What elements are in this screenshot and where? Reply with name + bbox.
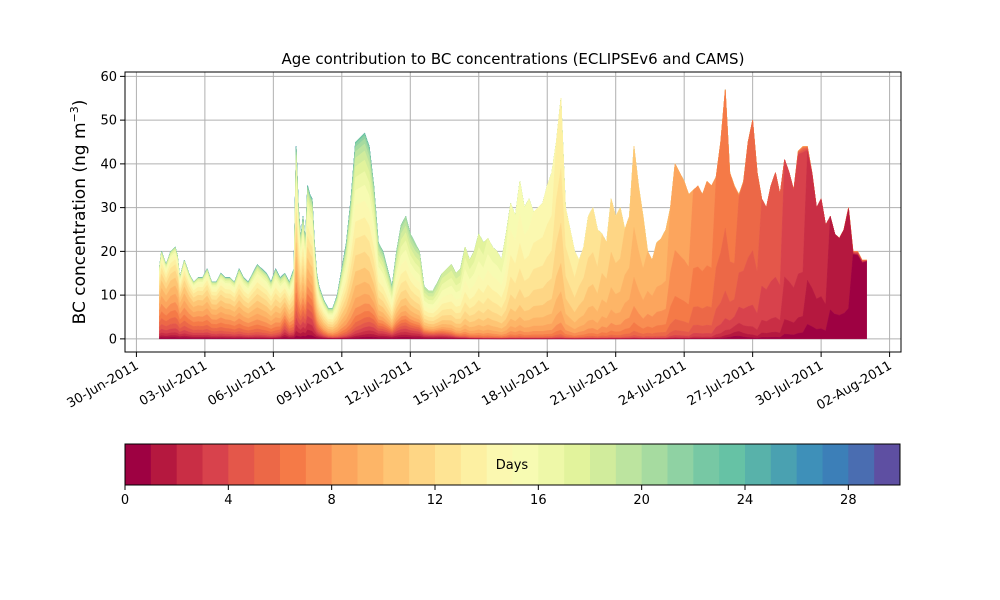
colorbar-swatch-7-8 bbox=[305, 444, 333, 485]
y-axis-label-superscript: −3 bbox=[68, 106, 81, 122]
colorbar-swatch-11-12 bbox=[409, 444, 436, 485]
colorbar-tick-label: 8 bbox=[328, 493, 336, 508]
colorbar-frame bbox=[124, 443, 901, 486]
colorbar-swatch-8-9 bbox=[331, 444, 358, 485]
age-band-0-1 bbox=[159, 254, 867, 340]
colorbar-swatch-15-16 bbox=[512, 444, 539, 485]
colorbar-swatch-13-14 bbox=[460, 444, 488, 485]
colorbar-swatch-12-13 bbox=[435, 444, 462, 485]
colorbar-ticks: 0 4 8 12 16 20 24 28 bbox=[121, 485, 857, 508]
colorbar-tick-label: 28 bbox=[840, 493, 857, 508]
colorbar-swatch-16-17 bbox=[538, 444, 565, 485]
colorbar-swatch-26-27 bbox=[796, 444, 823, 485]
colorbar-swatch-17-18 bbox=[564, 444, 591, 485]
x-tick-label: 21-Jul-2011 bbox=[548, 358, 621, 409]
colorbar-swatch-10-11 bbox=[383, 444, 410, 485]
colorbar-swatch-9-10 bbox=[357, 444, 384, 485]
colorbar-tick-label: 24 bbox=[737, 493, 754, 508]
colorbar-swatch-0-1 bbox=[125, 444, 152, 485]
y-tick-label: 20 bbox=[100, 245, 117, 260]
colorbar-swatch-20-21 bbox=[641, 444, 668, 485]
x-tick-label: 06-Jul-2011 bbox=[206, 358, 279, 409]
x-axis-ticks: 30-Jun-201103-Jul-201106-Jul-201109-Jul-… bbox=[65, 352, 895, 414]
x-tick-label: 15-Jul-2011 bbox=[411, 358, 484, 409]
colorbar-tick-label: 12 bbox=[427, 493, 444, 508]
colorbar-swatch-21-22 bbox=[667, 444, 694, 485]
y-axis-label-close: ) bbox=[70, 100, 90, 107]
x-tick-label: 27-Jul-2011 bbox=[685, 358, 758, 409]
colorbar-swatch-18-19 bbox=[590, 444, 617, 485]
y-tick-label: 50 bbox=[100, 114, 117, 129]
y-axis-ticks: 0 10 20 30 40 50 60 bbox=[100, 70, 125, 347]
colorbar-swatch-3-4 bbox=[202, 444, 229, 485]
colorbar-tick-label: 20 bbox=[633, 493, 650, 508]
y-tick-label: 60 bbox=[100, 70, 117, 85]
colorbar-swatch-22-23 bbox=[693, 444, 720, 485]
x-tick-label: 18-Jul-2011 bbox=[479, 358, 552, 409]
colorbar-swatch-14-15 bbox=[486, 444, 513, 485]
y-tick-label: 0 bbox=[109, 332, 117, 347]
colorbar-swatch-28-29 bbox=[848, 444, 875, 485]
colorbar-tick-label: 4 bbox=[224, 493, 232, 508]
colorbar-swatch-24-25 bbox=[745, 444, 772, 485]
y-axis-label: BC concentration (ng m−3) bbox=[68, 100, 90, 325]
colorbar-swatch-25-26 bbox=[770, 444, 798, 485]
colorbar bbox=[125, 444, 901, 485]
colorbar-tick-label: 16 bbox=[530, 493, 547, 508]
colorbar-swatch-2-3 bbox=[176, 444, 203, 485]
x-tick-label: 09-Jul-2011 bbox=[274, 358, 347, 409]
x-tick-label: 30-Jun-2011 bbox=[65, 358, 142, 411]
colorbar-swatch-23-24 bbox=[719, 444, 746, 485]
colorbar-swatch-6-7 bbox=[280, 444, 307, 485]
y-axis-label-main: BC concentration (ng m bbox=[70, 122, 90, 324]
plot-frame bbox=[124, 71, 902, 353]
chart-title: Age contribution to BC concentrations (E… bbox=[282, 50, 745, 68]
x-tick-label: 02-Aug-2011 bbox=[814, 358, 894, 413]
y-tick-label: 30 bbox=[100, 201, 117, 216]
colorbar-swatch-19-20 bbox=[615, 444, 643, 485]
y-tick-label: 10 bbox=[100, 289, 117, 304]
colorbar-swatch-1-2 bbox=[150, 444, 178, 485]
colorbar-label: Days bbox=[496, 458, 529, 473]
colorbar-swatch-4-5 bbox=[228, 444, 255, 485]
x-tick-label: 24-Jul-2011 bbox=[616, 358, 689, 409]
colorbar-tick-label: 0 bbox=[121, 493, 129, 508]
y-tick-label: 40 bbox=[100, 157, 117, 172]
stacked-area-plot bbox=[159, 89, 867, 340]
colorbar-swatch-27-28 bbox=[822, 444, 849, 485]
x-tick-label: 12-Jul-2011 bbox=[342, 358, 415, 409]
x-tick-label: 03-Jul-2011 bbox=[137, 358, 210, 409]
colorbar-swatch-29-30 bbox=[874, 444, 901, 485]
colorbar-swatch-5-6 bbox=[254, 444, 281, 485]
